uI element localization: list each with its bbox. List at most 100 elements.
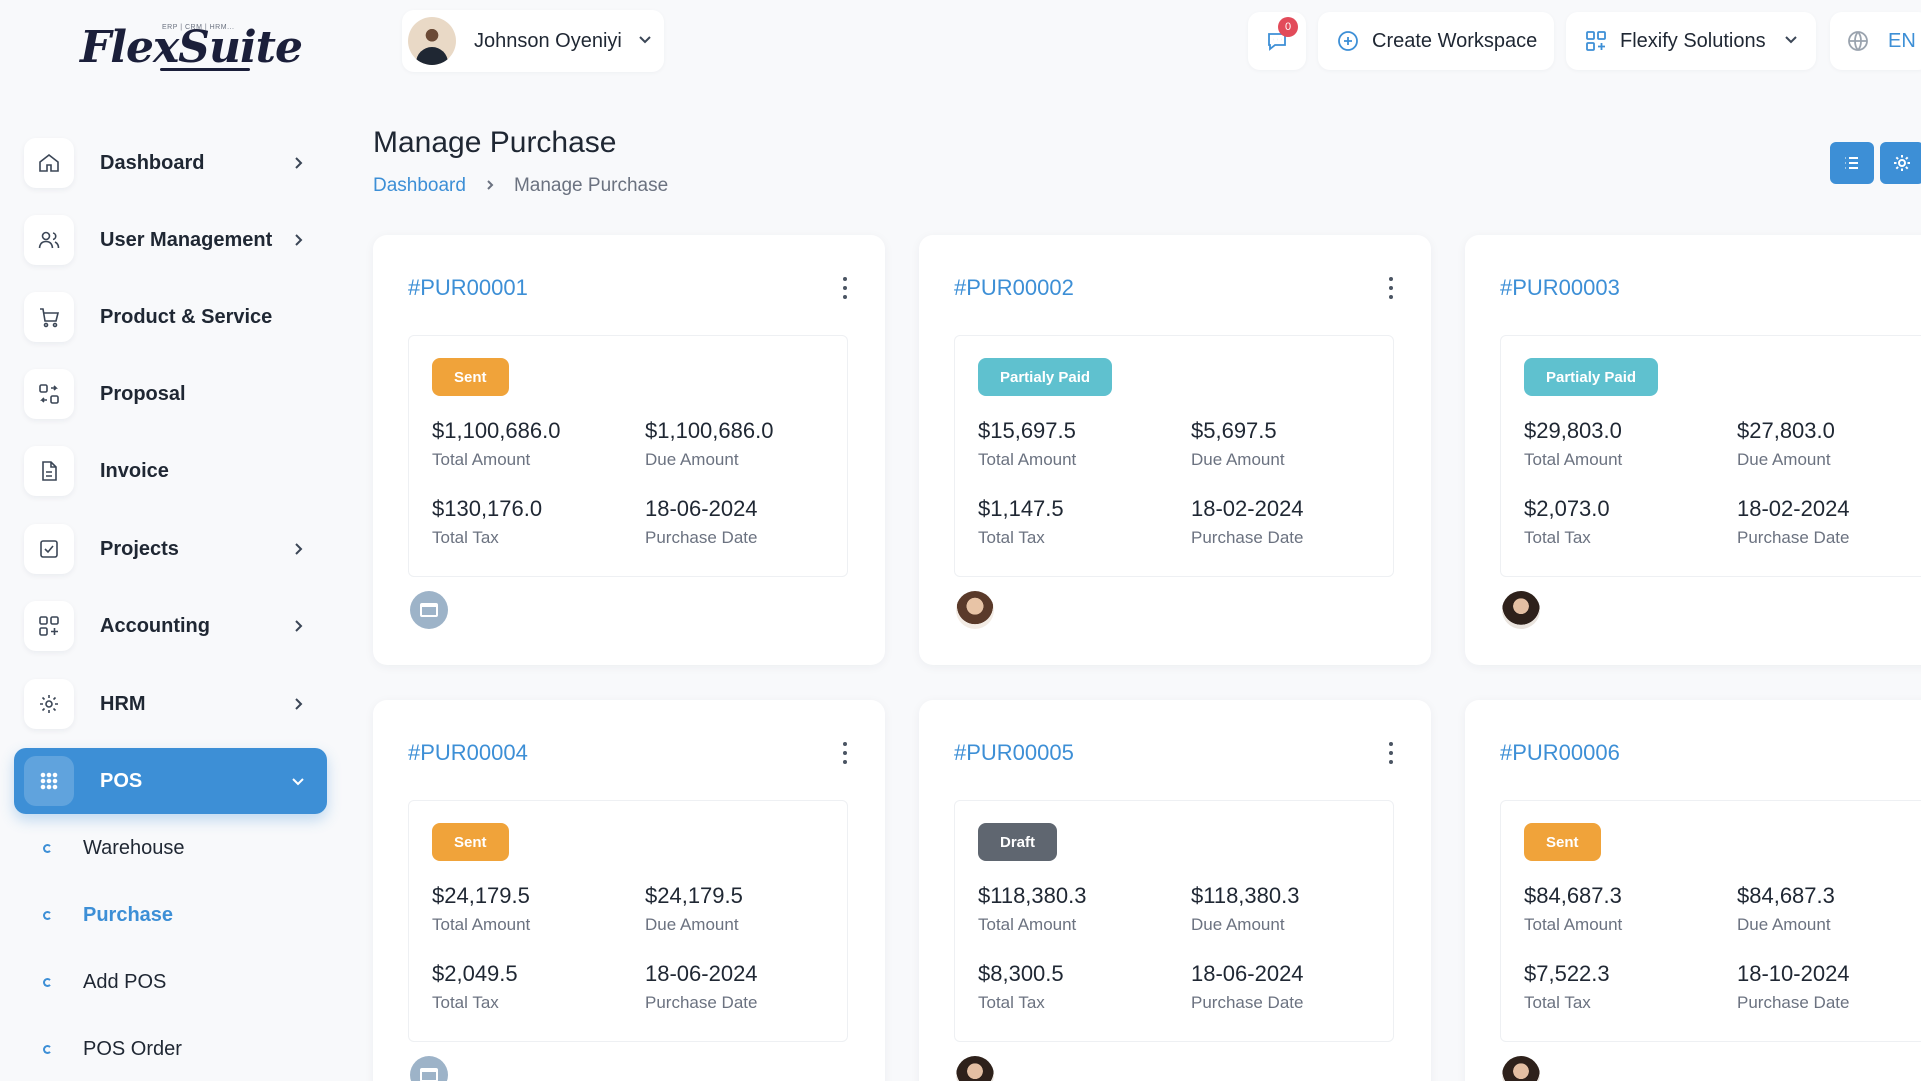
purchase-date: 18-02-2024 Purchase Date [1191, 496, 1304, 548]
purchase-id-link[interactable]: #PUR00004 [408, 740, 528, 765]
sidebar-item-accounting[interactable]: Accounting [14, 593, 327, 659]
sidebar-item-label: Dashboard [100, 151, 205, 174]
purchase-summary: Sent $24,179.5 Total Amount $24,179.5 Du… [408, 800, 848, 1042]
purchase-card[interactable]: #PUR00003 Partialy Paid $29,803.0 Total … [1465, 235, 1921, 665]
due-amount-label: Due Amount [645, 915, 739, 934]
sidebar-subitem-add-pos[interactable]: Add POS [40, 962, 330, 1002]
purchase-id-link[interactable]: #PUR00005 [954, 740, 1074, 765]
due-amount: $5,697.5 Due Amount [1191, 418, 1285, 470]
settings-button[interactable] [1880, 142, 1921, 184]
sidebar-item-pos[interactable]: POS [14, 748, 327, 814]
total-amount-value: $118,380.3 [978, 883, 1087, 908]
purchase-card[interactable]: #PUR00006 Sent $84,687.3 Total Amount $8… [1465, 700, 1921, 1081]
purchase-summary: Draft $118,380.3 Total Amount $118,380.3… [954, 800, 1394, 1042]
vendor-avatar[interactable] [1502, 1056, 1540, 1081]
page-title: Manage Purchase [373, 126, 617, 159]
status-badge: Sent [432, 823, 509, 861]
more-options-icon[interactable] [841, 277, 849, 299]
sidebar-subitem-purchase[interactable]: Purchase [40, 895, 330, 935]
sidebar-subitem-label: Warehouse [83, 836, 185, 859]
purchase-date: 18-02-2024 Purchase Date [1737, 496, 1850, 548]
logo-underline [160, 68, 250, 71]
purchase-date-value: 18-02-2024 [1737, 496, 1850, 521]
sidebar-subitem-warehouse[interactable]: Warehouse [40, 828, 330, 868]
more-options-icon[interactable] [841, 742, 849, 764]
sidebar-item-label: POS [100, 769, 143, 792]
sidebar-subitem-label: Add POS [83, 970, 167, 993]
grid-plus-icon [24, 601, 74, 651]
proposal-icon [24, 369, 74, 419]
due-amount-value: $1,100,686.0 [645, 418, 774, 443]
chevron-right-icon [283, 611, 313, 641]
total-tax-value: $8,300.5 [978, 961, 1064, 986]
vendor-avatar[interactable] [410, 591, 448, 629]
chevron-down-icon [283, 766, 313, 796]
due-amount: $1,100,686.0 Due Amount [645, 418, 773, 470]
due-amount-label: Due Amount [1737, 450, 1831, 469]
more-options-icon[interactable] [1387, 277, 1395, 299]
sidebar-item-invoice[interactable]: Invoice [14, 438, 327, 504]
purchase-id-link[interactable]: #PUR00002 [954, 275, 1074, 300]
list-icon [1845, 157, 1858, 169]
sidebar-item-hrm[interactable]: HRM [14, 671, 327, 737]
purchase-date-value: 18-10-2024 [1737, 961, 1850, 986]
purchase-id-link[interactable]: #PUR00003 [1500, 275, 1620, 300]
status-badge: Sent [432, 358, 509, 396]
dots-grid-icon [24, 756, 74, 806]
status-badge: Partialy Paid [1524, 358, 1659, 396]
total-tax-value: $2,073.0 [1524, 496, 1610, 521]
purchase-card[interactable]: #PUR00005 Draft $118,380.3 Total Amount … [919, 700, 1431, 1081]
invoice-icon [24, 446, 74, 496]
purchase-card[interactable]: #PUR00001 Sent $1,100,686.0 Total Amount… [373, 235, 885, 665]
sidebar-subitem-pos-order[interactable]: POS Order [40, 1029, 330, 1069]
messages-button[interactable]: 0 [1248, 12, 1306, 70]
purchase-date-label: Purchase Date [645, 993, 758, 1012]
total-amount-label: Total Amount [1524, 450, 1623, 469]
sidebar-item-projects[interactable]: Projects [14, 516, 327, 582]
breadcrumb-home-link[interactable]: Dashboard [373, 175, 466, 196]
due-amount-value: $27,803.0 [1737, 418, 1835, 443]
user-menu[interactable]: Johnson Oyeniyi [402, 10, 664, 72]
purchase-date: 18-06-2024 Purchase Date [1191, 961, 1304, 1013]
sidebar-item-product-service[interactable]: Product & Service [14, 284, 327, 350]
total-tax-value: $7,522.3 [1524, 961, 1610, 986]
create-workspace-label: Create Workspace [1372, 29, 1538, 52]
sidebar-item-user-management[interactable]: User Management [14, 207, 327, 273]
vendor-avatar[interactable] [956, 591, 994, 629]
list-view-button[interactable] [1830, 142, 1874, 184]
bullet-icon [40, 841, 54, 855]
due-amount-value: $5,697.5 [1191, 418, 1277, 443]
logo-tag: ERP | CRM | HRM... [162, 24, 235, 31]
purchase-id-link[interactable]: #PUR00001 [408, 275, 528, 300]
company-switcher[interactable]: Flexify Solutions [1566, 12, 1816, 70]
due-amount: $118,380.3 Due Amount [1191, 883, 1299, 935]
user-avatar [408, 17, 456, 65]
more-options-icon[interactable] [1387, 742, 1395, 764]
vendor-avatar[interactable] [410, 1056, 448, 1081]
purchase-id-link[interactable]: #PUR00006 [1500, 740, 1620, 765]
total-tax: $7,522.3 Total Tax [1524, 961, 1610, 1013]
purchase-card[interactable]: #PUR00002 Partialy Paid $15,697.5 Total … [919, 235, 1431, 665]
language-switcher[interactable]: EN [1830, 12, 1921, 70]
total-tax-label: Total Tax [1524, 528, 1591, 547]
purchase-date-label: Purchase Date [1191, 528, 1304, 547]
globe-icon [1848, 31, 1868, 51]
total-tax-label: Total Tax [1524, 993, 1591, 1012]
vendor-avatar[interactable] [956, 1056, 994, 1081]
purchase-summary: Sent $84,687.3 Total Amount $84,687.3 Du… [1500, 800, 1921, 1042]
sidebar-item-dashboard[interactable]: Dashboard [14, 130, 327, 196]
purchase-date-label: Purchase Date [1737, 993, 1850, 1012]
due-amount: $84,687.3 Due Amount [1737, 883, 1835, 935]
sidebar-subitem-label: POS Order [83, 1037, 182, 1060]
app-logo[interactable]: FlexSuite ERP | CRM | HRM... [80, 18, 303, 78]
total-amount-value: $24,179.5 [432, 883, 530, 908]
vendor-avatar[interactable] [1502, 591, 1540, 629]
purchase-summary: Partialy Paid $29,803.0 Total Amount $27… [1500, 335, 1921, 577]
purchase-date-label: Purchase Date [645, 528, 758, 547]
sidebar-item-proposal[interactable]: Proposal [14, 361, 327, 427]
total-tax: $2,073.0 Total Tax [1524, 496, 1610, 548]
purchase-card[interactable]: #PUR00004 Sent $24,179.5 Total Amount $2… [373, 700, 885, 1081]
create-workspace-button[interactable]: Create Workspace [1318, 12, 1554, 70]
total-tax: $1,147.5 Total Tax [978, 496, 1064, 548]
chevron-right-icon [283, 225, 313, 255]
